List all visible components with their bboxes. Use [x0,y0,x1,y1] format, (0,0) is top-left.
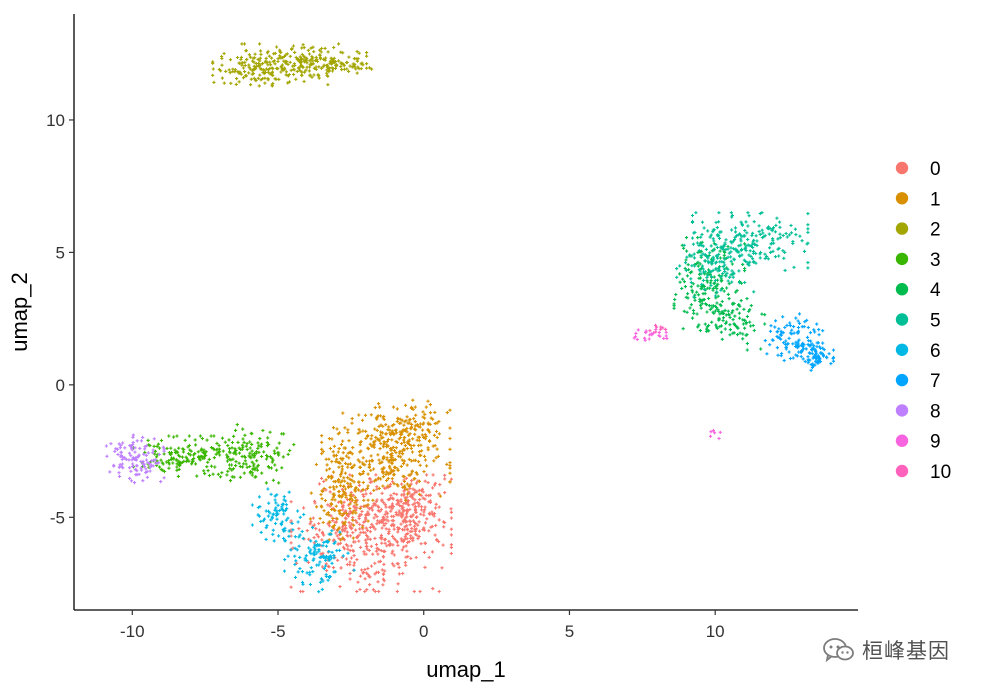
scatter-point-group [708,428,722,441]
series-4 [672,236,767,352]
legend-label: 5 [930,311,941,332]
series-5 [675,211,810,299]
legend-key [895,161,909,175]
legend-key [895,404,909,417]
scatter-point-group [282,526,356,594]
series-8 [104,433,166,485]
legend-label: 10 [930,462,951,483]
legend-label: 6 [930,341,941,362]
ticks: -10 -5 0 5 10 -5 0 5 10 [46,111,725,641]
x-tick-label: -5 [270,622,285,641]
legend-key [895,373,909,387]
scatter-point-group [308,450,370,542]
scatter-point-group [104,433,166,485]
watermark: 桓峰基因 [822,634,950,666]
watermark-text: 桓峰基因 [862,639,950,663]
series-9 [632,327,722,441]
scatter-point-group [375,398,449,453]
series-7 [763,312,836,372]
axes [73,14,858,611]
series-0 [289,470,453,594]
legend-key [895,222,909,235]
x-axis-title: umap_1 [426,657,506,682]
scatter-points [104,42,836,594]
legend-label: 9 [930,432,941,453]
x-tick-label: -10 [120,622,145,641]
series-3 [131,423,296,485]
legend-key [895,252,909,266]
scatter-point-group [211,42,369,87]
scatter-point-group [202,423,296,485]
x-tick-label: 10 [706,622,725,641]
wechat-icon [823,638,854,663]
legend-key [895,434,909,447]
legend-label: 1 [930,189,941,210]
legend-label: 2 [930,220,941,241]
y-axis-title: umap_2 [7,272,32,352]
legend-label: 3 [930,250,941,271]
scatter-point-group [690,211,810,273]
scatter-point-group [675,226,756,299]
legend-key [895,192,909,205]
legend-key [895,313,909,326]
legend-label: 7 [930,371,941,392]
legend-label: 0 [930,159,941,180]
legend-key [895,343,909,356]
legend-label: 4 [930,280,941,301]
scatter-point-group [648,323,668,334]
x-tick-label: 0 [419,622,428,641]
scatter-point-group [212,54,280,88]
y-tick-label: 5 [56,243,65,262]
scatter-point-group [250,487,306,543]
scatter-point-group [672,236,747,333]
y-tick-label: 10 [46,111,65,130]
y-tick-label: -5 [50,508,65,527]
x-tick-label: 5 [565,622,574,641]
scatter-point-group [299,54,374,75]
scatter-point-group [703,290,767,352]
scatter-point-group [131,434,238,479]
scatter-point-group [289,473,453,594]
series-6 [250,487,356,594]
y-tick-label: 0 [56,376,65,395]
legend: 0 1 2 3 4 5 6 7 8 9 10 [895,159,951,483]
legend-label: 8 [930,401,941,422]
legend-key [895,283,909,296]
series-10 [648,323,668,334]
scatter-point-group [632,327,669,342]
scatter-point-group [794,339,836,372]
series-2 [211,42,374,88]
series-1 [308,398,452,542]
legend-key [895,464,909,478]
scatter-point-group [367,470,447,544]
